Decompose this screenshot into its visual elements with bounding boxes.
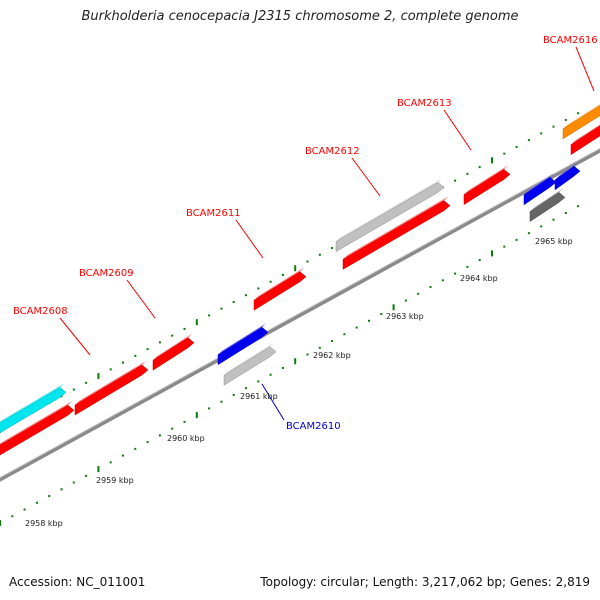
kbp-label: 2964 kbp — [460, 274, 498, 283]
gene-label: BCAM2608 — [13, 306, 68, 317]
gene-features — [0, 104, 600, 456]
gene-label: BCAM2612 — [305, 146, 360, 157]
gene-arrow — [217, 326, 269, 366]
backbone-highlight — [0, 147, 600, 479]
kbp-label: 2958 kbp — [25, 519, 63, 528]
kbp-label: 2961 kbp — [240, 392, 278, 401]
topology-text: Topology: circular; Length: 3,217,062 bp… — [260, 575, 590, 589]
gene-arrow — [0, 404, 75, 456]
gene-arrow — [463, 169, 511, 206]
gene-arrow — [529, 192, 566, 223]
kbp-label: 2965 kbp — [535, 237, 573, 246]
leader-line — [126, 279, 156, 319]
gene-arrow-top — [343, 196, 448, 260]
gene-label: BCAM2613 — [397, 98, 452, 109]
gene-arrow — [223, 346, 277, 386]
gene-arrow-top — [254, 267, 304, 301]
gene-arrow-top — [75, 360, 146, 406]
gene-arrow-top — [571, 124, 600, 145]
gene-label: BCAM2609 — [79, 268, 134, 279]
gene-arrow-top — [336, 178, 442, 242]
gene-arrow-top — [0, 383, 64, 423]
backbone-line — [0, 148, 600, 482]
gene-labels: BCAM2608 BCAM2609 BCAM2610 BCAM2611 BCAM2612… — [13, 35, 598, 432]
gene-label: BCAM2616 — [543, 35, 598, 46]
gene-arrow — [523, 176, 557, 206]
gene-arrow — [253, 271, 307, 311]
gene-arrow — [74, 364, 149, 416]
gene-arrow-top — [153, 333, 192, 361]
gene-arrow-top — [218, 323, 266, 355]
leader-line — [575, 46, 595, 92]
gene-arrow — [0, 387, 67, 434]
map-title: Burkholderia cenocepacia J2315 chromosom… — [81, 9, 519, 24]
gene-label: BCAM2610 — [286, 421, 341, 432]
gene-arrow-top — [464, 165, 508, 195]
kbp-label: 2962 kbp — [313, 351, 351, 360]
kbp-label: 2959 kbp — [96, 476, 134, 485]
leader-line — [443, 109, 472, 151]
kbp-labels: 2958 kbp 2959 kbp 2960 kbp 2961 kbp 2962 kbp… — [25, 237, 573, 528]
leader-line — [59, 317, 91, 356]
gene-arrow — [554, 165, 581, 191]
accession-text: Accession: NC_011001 — [9, 575, 146, 589]
gene-arrow-top — [224, 342, 274, 376]
gene-arrow-top — [0, 401, 72, 446]
leader-line — [261, 383, 285, 421]
gene-arrow-top — [563, 104, 600, 129]
gene-arrow — [562, 105, 600, 140]
gene-label: BCAM2611 — [186, 208, 241, 219]
gene-arrow — [335, 182, 445, 253]
leader-line — [235, 219, 264, 259]
kbp-label: 2960 kbp — [167, 434, 205, 443]
gene-arrow — [152, 337, 195, 371]
leader-line — [351, 157, 381, 197]
gene-arrow — [570, 125, 600, 156]
label-leader-lines — [59, 46, 595, 421]
kbp-label: 2963 kbp — [386, 312, 424, 321]
gene-arrow-top — [524, 173, 554, 195]
gene-arrow — [342, 200, 451, 270]
gene-arrow-top — [530, 188, 563, 212]
